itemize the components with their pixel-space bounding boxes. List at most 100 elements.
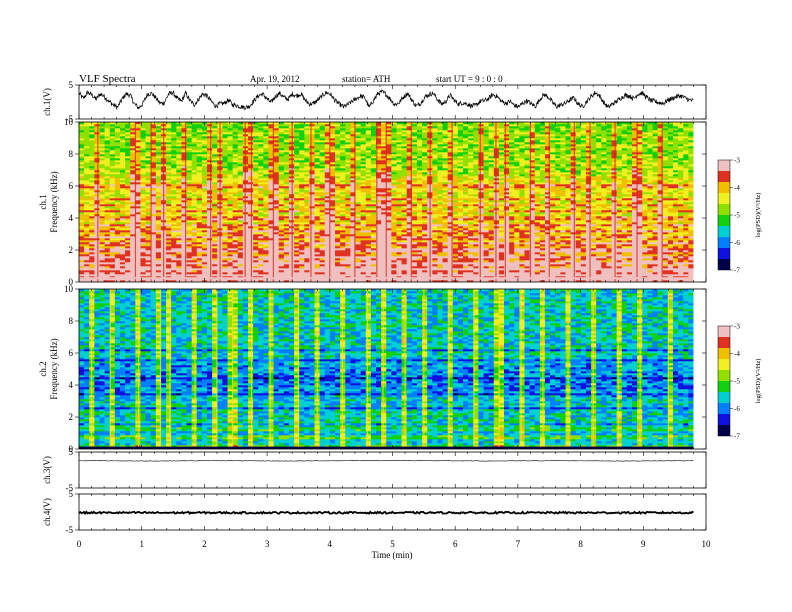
- ch1-spectrogram-cell: [514, 212, 520, 215]
- ch1-spectrogram-cell: [212, 266, 218, 269]
- ch1-spectrogram-cell: [227, 218, 233, 221]
- ch1-spectrogram-cell: [207, 228, 213, 231]
- ch1-spectrogram-cell: [637, 270, 643, 273]
- ch1-spectrogram-cell: [504, 242, 510, 245]
- ch1-spectrogram-cell: [370, 274, 377, 277]
- ch1-spectrogram-cell: [401, 232, 408, 235]
- ch1-spectrogram-cell: [498, 252, 505, 255]
- ch1-spectrogram-cell: [416, 204, 423, 207]
- ch1-spectrogram-cell: [447, 254, 454, 257]
- ch1-spectrogram-cell: [94, 208, 100, 211]
- ch1-spectrogram-cell: [524, 236, 530, 239]
- ch1-spectrogram-cell: [207, 256, 213, 259]
- ch1-spectrogram-cell: [294, 268, 300, 271]
- ch1-spectrogram-cell: [452, 244, 459, 247]
- ch1-spectrogram-cell: [524, 202, 530, 205]
- ch1-spectrogram-cell: [504, 270, 510, 273]
- ch1-spectrogram-cell: [524, 276, 530, 279]
- ch1-spectrogram-cell: [278, 240, 285, 243]
- ch1-spectrogram-cell: [176, 200, 182, 203]
- ch1-spectrogram-cell: [498, 264, 505, 267]
- ch1-spectrogram-cell: [345, 206, 351, 209]
- ch1-spectrogram-cell: [478, 254, 484, 257]
- ch1-spectrogram-cell: [375, 204, 382, 207]
- ch1-spectrogram-cell: [534, 230, 541, 233]
- ch1-spectrogram-cell: [355, 272, 361, 275]
- ch1-spectrogram-cell: [478, 274, 484, 277]
- ch1-spectrogram-cell: [258, 268, 264, 271]
- ch1-spectrogram-cell: [678, 224, 684, 227]
- ch1-spectrogram-cell: [99, 204, 105, 207]
- ch1-spectrogram-cell: [324, 218, 331, 221]
- ch1-spectrogram-cell: [498, 216, 505, 219]
- ch1-spectrogram-cell: [104, 248, 111, 251]
- ch1-spectrogram-cell: [606, 228, 612, 231]
- ch1-spectrogram-cell: [672, 244, 679, 247]
- ch1-spectrogram-cell: [268, 266, 274, 269]
- ch1-spectrogram-cell: [191, 246, 198, 249]
- ch1-spectrogram-cell: [273, 234, 279, 237]
- ch1-spectrogram-cell: [539, 224, 546, 227]
- ch1-spectrogram-cell: [468, 262, 474, 265]
- ch1-spectrogram-cell: [647, 222, 653, 225]
- ch1-spectrogram-cell: [560, 256, 566, 259]
- ch1-spectrogram-cell: [222, 268, 228, 271]
- ch1-spectrogram-cell: [207, 214, 213, 217]
- ch1-spectrogram-cell: [119, 276, 126, 279]
- ch1-spectrogram-cell: [601, 272, 607, 275]
- ch1-spectrogram-cell: [401, 218, 408, 221]
- ch1-spectrogram-cell: [616, 242, 623, 245]
- ch1-spectrogram-cell: [345, 262, 351, 265]
- ch1-spectrogram-cell: [606, 256, 612, 259]
- ch1-spectrogram-cell: [662, 216, 669, 219]
- ch1-spectrogram-cell: [555, 206, 561, 209]
- ch1-spectrogram-cell: [647, 272, 653, 275]
- ch1-spectrogram-cell: [273, 256, 279, 259]
- ch1-spectrogram-cell: [401, 280, 408, 282]
- ch1-spectrogram-cell: [140, 252, 146, 255]
- ch1-spectrogram-cell: [135, 232, 141, 235]
- ch1-spectrogram-cell: [191, 202, 198, 205]
- ch1-spectrogram-cell: [606, 242, 612, 245]
- ch1-spectrogram-cell: [463, 256, 469, 259]
- ch1-spectrogram-cell: [570, 226, 576, 229]
- ch1-spectrogram-cell: [386, 256, 392, 259]
- ch1-spectrogram-cell: [411, 222, 418, 225]
- ch1-spectrogram-cell: [299, 248, 305, 251]
- ch1-spectrogram-cell: [662, 252, 669, 255]
- ch1-spectrogram-cell: [452, 262, 459, 265]
- ch1-spectrogram-cell: [186, 218, 192, 221]
- ch1-spectrogram-cell: [299, 230, 305, 233]
- ch1-spectrogram-cell: [304, 212, 310, 215]
- ch1-spectrogram-cell: [335, 226, 341, 229]
- ch1-spectrogram-cell: [135, 264, 141, 267]
- ch1-spectrogram-cell: [575, 230, 582, 233]
- ch1-spectrogram-cell: [637, 276, 643, 279]
- ch1-spectrogram-cell: [319, 268, 326, 271]
- ch1-spectrogram-cell: [652, 234, 658, 237]
- ch1-spectrogram-cell: [84, 240, 90, 243]
- ch1-spectrogram-cell: [463, 232, 469, 235]
- ch1-spectrogram-cell: [360, 262, 367, 265]
- ch1-spectrogram-cell: [662, 208, 669, 211]
- ch1-spectrogram-cell: [365, 276, 372, 279]
- ch1-spectrogram-cell: [514, 216, 520, 219]
- ch1-spectrogram-cell: [273, 206, 279, 209]
- ch1-spectrogram-cell: [611, 226, 617, 229]
- ch1-spectrogram-cell: [473, 228, 479, 231]
- ch1-spectrogram-cell: [657, 270, 664, 273]
- ch1-spectrogram-cell: [534, 262, 541, 265]
- ch1-spectrogram-cell: [201, 272, 208, 275]
- ch1-spectrogram-cell: [514, 232, 520, 235]
- ch1-spectrogram-cell: [125, 254, 131, 257]
- ch1-spectrogram-cell: [94, 248, 100, 251]
- ch1-spectrogram-cell: [150, 256, 157, 259]
- ch1-spectrogram-cell: [324, 260, 331, 263]
- ch1-spectrogram-cell: [171, 218, 177, 221]
- ch1-spectrogram-cell: [314, 242, 320, 245]
- ch1-spectrogram-cell: [611, 230, 617, 233]
- ch1-spectrogram-cell: [355, 246, 361, 249]
- ch1-spectrogram-cell: [611, 212, 617, 215]
- ch1-spectrogram-cell: [688, 212, 694, 215]
- ch1-spectrogram-cell: [616, 218, 623, 221]
